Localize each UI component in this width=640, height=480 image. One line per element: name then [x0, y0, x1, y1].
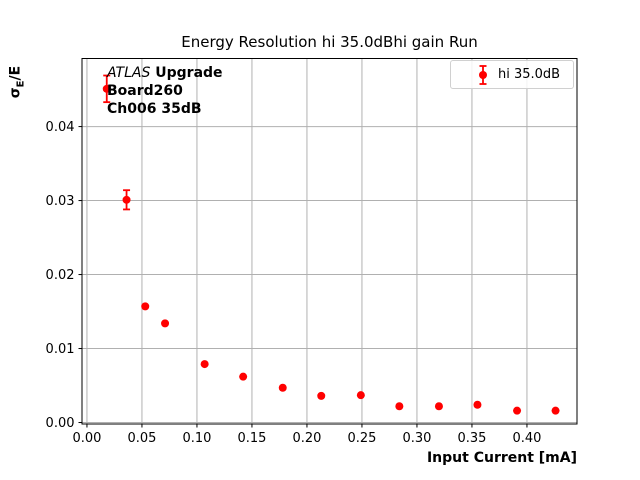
y-axis-label: σE/E — [8, 66, 27, 98]
x-axis-label: Input Current [mA] — [426, 450, 577, 466]
y-axis-label-suffix: /E — [7, 65, 24, 81]
annotation-upgrade-text: Upgrade — [150, 65, 223, 81]
x-tick-label: 0.15 — [237, 431, 266, 446]
annotation-line-2: Board260 — [107, 83, 183, 99]
chart-title: Energy Resolution hi 35.0dBhi gain Run — [181, 33, 478, 51]
axes-frame — [81, 58, 578, 425]
x-tick-label: 0.20 — [292, 431, 321, 446]
legend-errorbar-icon — [479, 64, 487, 85]
x-tick-label: 0.25 — [347, 431, 376, 446]
data-point — [551, 406, 560, 415]
y-tick-label: 0.02 — [46, 268, 75, 283]
y-tick-label: 0.03 — [46, 194, 75, 209]
y-tick-label: 0.00 — [46, 416, 75, 431]
data-point — [513, 406, 522, 415]
y-axis-label-subscript: E — [15, 80, 27, 88]
x-tick-label: 0.35 — [457, 431, 486, 446]
annotation-experiment-name: ATLAS — [107, 65, 151, 81]
data-point — [122, 195, 131, 204]
x-tick-label: 0.40 — [512, 431, 541, 446]
data-point — [473, 400, 482, 409]
x-tick-label: 0.30 — [402, 431, 431, 446]
data-point — [434, 402, 443, 411]
legend: hi 35.0dB — [450, 60, 574, 89]
data-point — [317, 391, 326, 400]
data-point — [356, 391, 365, 400]
plot-annotation: ATLAS Upgrade Board260 Ch006 35dB — [107, 64, 223, 118]
annotation-line-1: ATLAS Upgrade — [107, 64, 223, 82]
data-point — [200, 360, 209, 369]
y-tick-label: 0.04 — [46, 120, 75, 135]
data-point — [161, 319, 170, 328]
legend-marker-dot — [479, 70, 487, 79]
data-point — [395, 402, 404, 411]
data-point — [239, 372, 248, 381]
data-point — [141, 302, 150, 311]
data-point — [102, 84, 111, 93]
legend-label: hi 35.0dB — [498, 67, 561, 82]
x-tick-label: 0.00 — [72, 431, 101, 446]
y-axis-label-symbol: σ — [7, 87, 24, 99]
x-tick-label: 0.05 — [127, 431, 156, 446]
y-tick-label: 0.01 — [46, 342, 75, 357]
annotation-line-3: Ch006 35dB — [107, 101, 202, 117]
data-point — [278, 383, 287, 392]
x-tick-label: 0.10 — [182, 431, 211, 446]
